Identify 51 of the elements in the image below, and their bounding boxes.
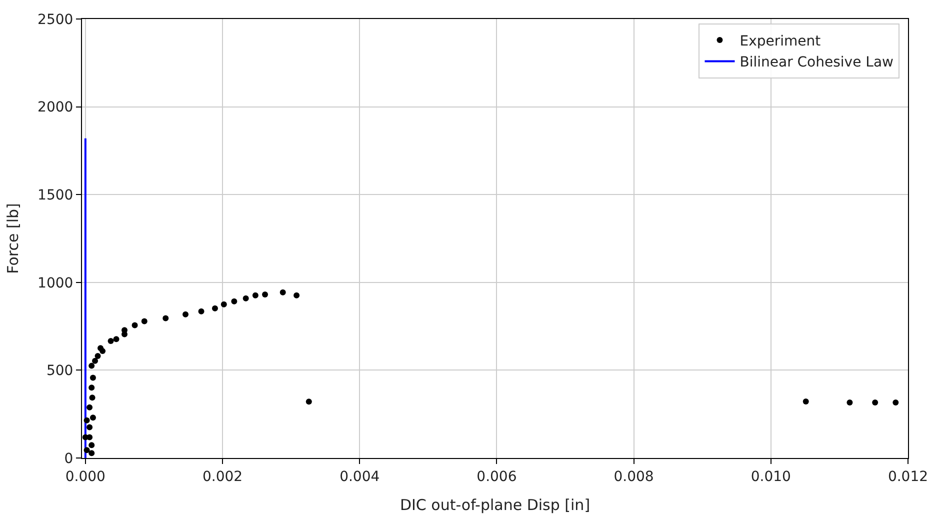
point [231,298,238,304]
x-tick-label: 0.004 [340,468,380,485]
point [162,315,169,322]
x-tick-label: 0.006 [476,468,517,485]
x-tick-label: 0.002 [202,468,243,485]
x-tick-label: 0.000 [65,468,106,485]
y-tick-label: 2000 [38,100,74,116]
point [89,394,96,401]
point [141,318,148,324]
point [212,305,218,312]
x-tick-label: 0.010 [750,468,791,485]
point [90,414,96,421]
point [84,447,90,454]
point [92,358,98,364]
point [802,398,809,404]
point [94,352,101,359]
point [846,400,853,406]
point [220,301,227,308]
point [182,311,189,318]
point [86,424,93,430]
point [113,336,120,342]
y-tick-label: 1500 [38,188,74,204]
point [294,292,300,298]
point [88,450,95,456]
point [252,292,258,298]
point [262,292,268,298]
point [84,417,90,424]
y-tick-label: 500 [46,363,74,380]
point [198,308,204,314]
legend-label: Bilinear Cohesive Law [740,54,894,71]
x-tick-label: 0.012 [888,468,928,485]
point [306,398,312,405]
point [98,345,104,352]
point [242,295,249,302]
point [88,384,95,391]
legend-label: Experiment [740,33,822,50]
point [86,404,93,410]
y-tick-label: 0 [64,450,74,467]
x-axis-title: DIC out-of-plane Disp [in] [400,496,590,514]
point [88,362,95,369]
point [872,400,878,406]
y-tick-label: 1000 [38,275,74,292]
point [892,400,899,406]
y-axis-title: Force [lb] [4,203,22,274]
point [90,374,96,381]
point [280,289,286,296]
point [132,322,138,328]
point [108,338,114,344]
point [88,442,95,448]
x-tick-label: 0.008 [614,468,654,485]
y-tick-label: 2500 [38,12,74,28]
